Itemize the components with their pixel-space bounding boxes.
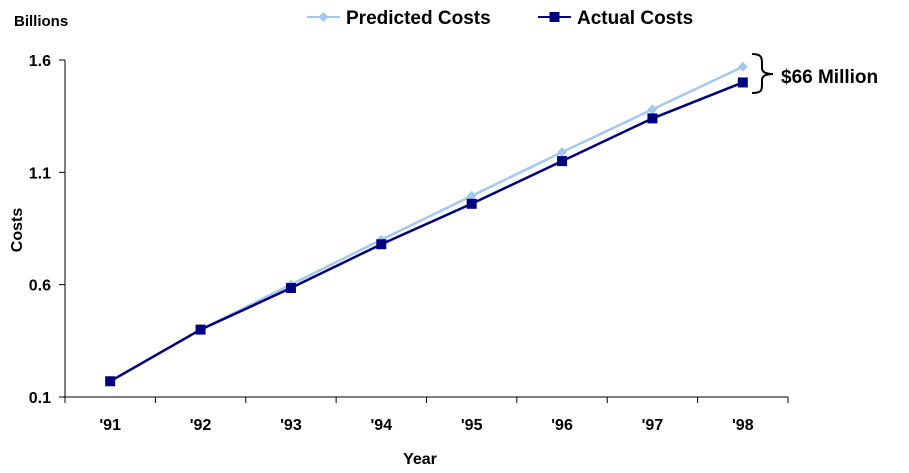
- series-layer: [105, 61, 748, 387]
- data-point-square: [376, 239, 387, 250]
- legend-marker-predicted: [318, 12, 329, 22]
- data-point-square: [557, 156, 568, 167]
- x-tick-label: '95: [461, 417, 483, 434]
- legend-item-actual: Actual Costs: [538, 8, 693, 29]
- legend-label-predicted: Predicted Costs: [346, 8, 491, 29]
- y-axis-title: Costs: [9, 208, 26, 253]
- x-axis-title: Year: [403, 451, 437, 468]
- x-tick-label: '92: [190, 417, 212, 434]
- annotation-brace: [751, 53, 774, 94]
- x-tick-label: '93: [280, 417, 302, 434]
- data-point-square: [647, 113, 658, 124]
- y-unit-label: Billions: [14, 13, 68, 30]
- legend-item-predicted: Predicted Costs: [307, 8, 491, 29]
- x-tick-label: '97: [642, 417, 664, 434]
- series-actual-costs: [105, 77, 748, 387]
- x-tick-label: '96: [551, 417, 573, 434]
- y-axis-ticks: 0.1 0.6 1.1 1.6: [29, 53, 65, 407]
- y-tick-label: 0.1: [29, 390, 51, 407]
- x-axis-ticks: '91 '92 '93 '94 '95 '96 '97 '98: [64, 397, 789, 434]
- series-line: [109, 81, 744, 383]
- legend-marker-actual: [549, 12, 560, 22]
- data-point-square: [737, 77, 748, 88]
- x-tick-label: '98: [732, 417, 754, 434]
- x-tick-label: '94: [371, 417, 393, 434]
- y-tick-label: 1.6: [29, 53, 51, 70]
- x-tick-label: '91: [99, 417, 121, 434]
- data-point-square: [466, 198, 477, 209]
- data-point-diamond: [466, 190, 477, 201]
- y-tick-label: 1.1: [29, 165, 51, 182]
- data-point-square: [285, 283, 296, 294]
- legend: Predicted Costs Actual Costs: [307, 8, 693, 29]
- data-point-square: [195, 324, 206, 335]
- y-tick-label: 0.6: [29, 278, 51, 295]
- data-point-square: [105, 376, 116, 387]
- data-point-diamond: [737, 61, 748, 72]
- annotation-label: $66 Million: [781, 67, 878, 88]
- data-point-diamond: [647, 104, 658, 115]
- legend-label-actual: Actual Costs: [577, 8, 693, 29]
- data-point-diamond: [557, 147, 568, 158]
- difference-annotation: $66 Million: [751, 53, 878, 94]
